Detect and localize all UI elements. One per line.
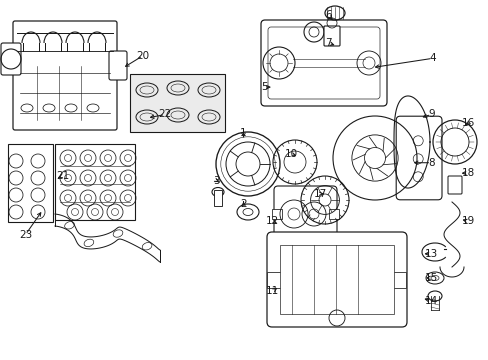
Bar: [55, 144, 135, 220]
FancyBboxPatch shape: [267, 27, 379, 99]
Text: 11: 11: [265, 286, 279, 296]
Text: 20: 20: [136, 51, 149, 61]
Text: 15: 15: [424, 273, 437, 283]
Text: 5: 5: [260, 82, 267, 92]
Bar: [328, 209, 338, 219]
Text: 13: 13: [424, 249, 437, 259]
FancyBboxPatch shape: [447, 176, 461, 194]
Text: 6: 6: [325, 10, 331, 21]
Text: 21: 21: [56, 171, 69, 181]
Text: 19: 19: [461, 216, 474, 226]
Bar: [130, 74, 224, 132]
Text: 4: 4: [428, 53, 435, 63]
FancyBboxPatch shape: [395, 116, 441, 200]
Text: 16: 16: [461, 118, 474, 128]
FancyBboxPatch shape: [109, 51, 127, 80]
Text: 10: 10: [284, 149, 297, 159]
Text: 2: 2: [240, 199, 246, 210]
Bar: [214, 190, 222, 206]
FancyBboxPatch shape: [273, 186, 336, 242]
Text: 17: 17: [313, 189, 326, 199]
Bar: [271, 209, 282, 219]
Text: 23: 23: [19, 230, 32, 240]
FancyBboxPatch shape: [324, 26, 339, 46]
Text: 12: 12: [265, 216, 279, 226]
Bar: [391, 272, 405, 288]
FancyBboxPatch shape: [266, 232, 406, 327]
Text: 9: 9: [427, 109, 434, 120]
Text: 22: 22: [158, 109, 172, 120]
Bar: [266, 272, 281, 288]
Text: 14: 14: [424, 296, 437, 306]
Text: 7: 7: [325, 38, 331, 48]
Bar: [280, 245, 393, 314]
Text: 8: 8: [427, 158, 434, 168]
Bar: [8, 144, 53, 222]
FancyBboxPatch shape: [13, 21, 117, 130]
FancyBboxPatch shape: [1, 43, 21, 75]
Text: 1: 1: [240, 128, 246, 138]
Text: 18: 18: [461, 168, 474, 178]
Text: 3: 3: [213, 176, 220, 186]
FancyBboxPatch shape: [261, 20, 386, 106]
